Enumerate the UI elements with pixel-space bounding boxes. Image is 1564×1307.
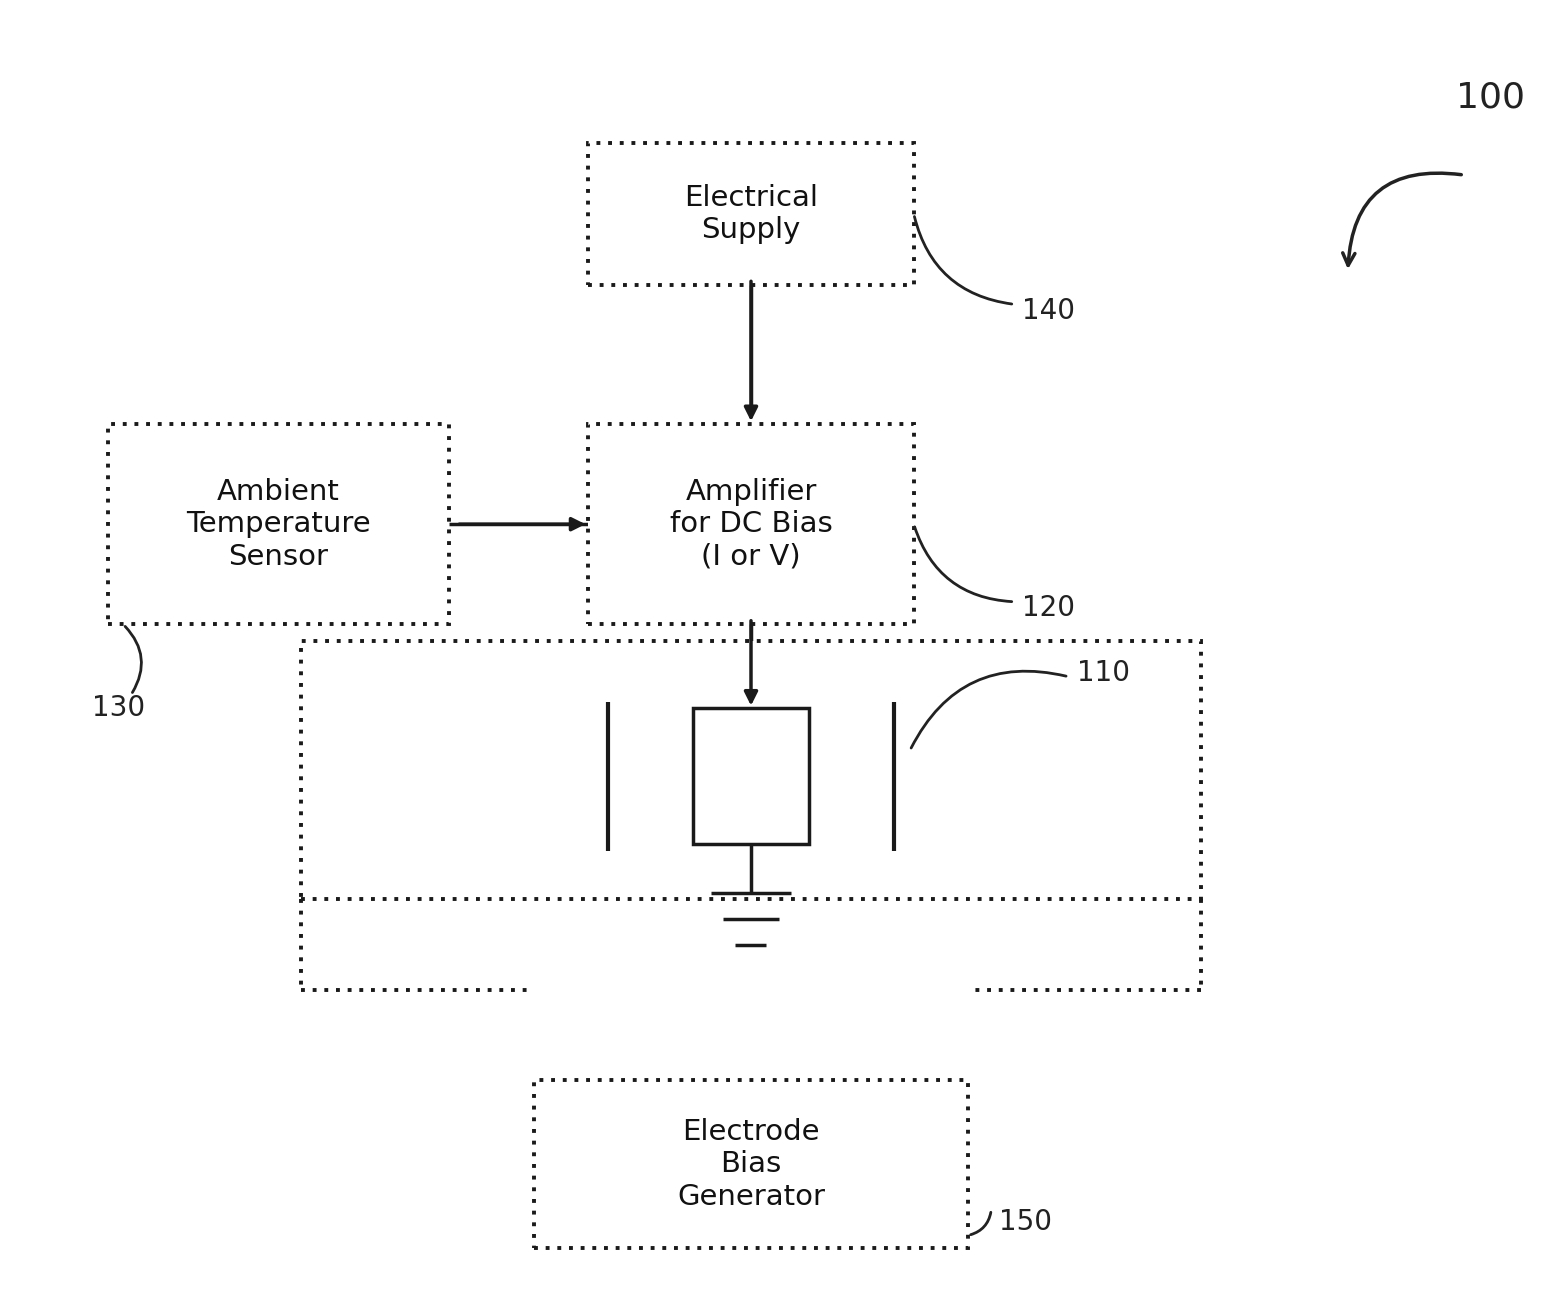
Text: 120: 120 (1023, 595, 1076, 622)
Text: Amplifier
for DC Bias
(I or V): Amplifier for DC Bias (I or V) (669, 478, 832, 571)
Bar (588, 423, 913, 625)
Text: 100: 100 (1456, 81, 1525, 115)
FancyArrowPatch shape (912, 672, 1067, 748)
Bar (108, 423, 449, 625)
Text: 130: 130 (92, 694, 145, 721)
Bar (302, 640, 1201, 899)
Text: 150: 150 (999, 1209, 1053, 1236)
Text: Electrode
Bias
Generator: Electrode Bias Generator (677, 1117, 824, 1210)
Text: 110: 110 (1076, 659, 1129, 687)
Bar (588, 142, 913, 285)
FancyArrowPatch shape (1343, 173, 1461, 265)
Text: Ambient
Temperature
Sensor: Ambient Temperature Sensor (186, 478, 371, 571)
FancyArrowPatch shape (971, 1213, 992, 1235)
FancyArrowPatch shape (915, 217, 1012, 305)
Bar (693, 708, 809, 844)
FancyArrowPatch shape (125, 626, 141, 693)
Text: Electrical
Supply: Electrical Supply (683, 184, 818, 244)
Bar (533, 1080, 968, 1248)
Text: 140: 140 (1023, 297, 1076, 325)
FancyArrowPatch shape (915, 527, 1012, 601)
